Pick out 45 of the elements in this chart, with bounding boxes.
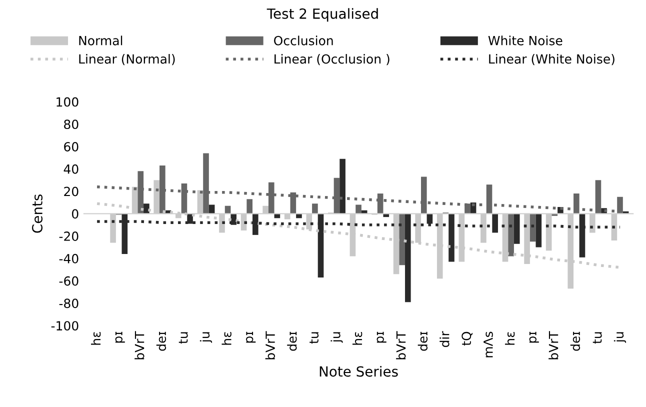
x-tick-label: hɛ [352,332,362,345]
x-tick-label: bVrT [134,331,144,360]
legend-label: Occlusion [274,36,333,46]
x-tick-label: deɪ [570,332,580,351]
x-tick-label: hɛ [91,332,101,345]
legend-label: Linear (White Noise) [489,54,614,66]
y-tick-label: 100 [56,97,78,107]
chart-title: Test 2 Equalised [266,8,378,22]
x-tick-label: ju [614,332,626,343]
x-axis-title: Note Series [320,366,398,377]
legend-label: Linear (Normal) [79,54,175,66]
y-tick-label: -20 [59,232,78,241]
legend-label: Normal [79,36,122,46]
y-tick-label: 20 [64,186,78,196]
x-tick-label: deɪ [287,332,297,351]
x-tick-label: bVrT [548,331,558,360]
y-tick-label: -80 [59,298,78,308]
y-tick-label: 80 [64,120,78,130]
x-tick-label: dir [440,331,450,348]
x-tick-label: pɪ [376,332,386,343]
x-tick-label: deɪ [418,332,428,351]
y-tick-label: 60 [64,142,78,152]
x-tick-label: tu [310,332,319,344]
x-tick-label: tQ [462,332,473,346]
x-tick-label: bVrT [396,331,406,360]
y-tick-label: 0 [72,209,78,219]
y-tick-label: -60 [59,276,78,286]
legend-label: White Noise [488,36,562,46]
y-axis-title: Cents [32,194,43,233]
x-tick-label: mΛs [484,332,493,358]
x-tick-label: pɪ [246,332,256,343]
x-tick-label: pɪ [115,332,125,343]
x-tick-label: deɪ [156,332,166,351]
y-tick-label: -100 [51,321,78,331]
x-tick-label: bVrT [265,331,275,360]
x-tick-label: hɛ [505,332,515,345]
x-tick-label: pɪ [529,332,539,343]
legend-label: Linear (Occlusion ) [274,54,390,66]
x-tick-label: hɛ [222,332,232,345]
x-tick-label: tu [178,332,188,344]
x-tick-label: ju [330,332,343,343]
x-tick-label: ju [200,332,212,343]
x-tick-label: tu [592,332,602,344]
y-tick-label: -40 [59,254,78,264]
y-tick-label: 40 [64,164,78,174]
